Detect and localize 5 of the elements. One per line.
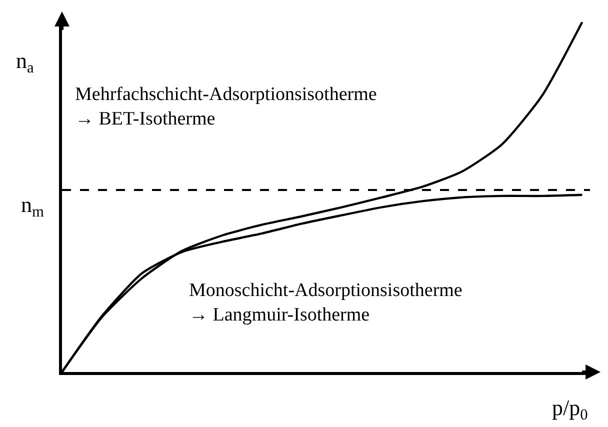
y-axis-title: n$_{a}$ (16, 48, 34, 77)
annotation: Mehrfachschicht-Adsorptionsisotherme → BET-Isotherme (75, 84, 377, 130)
ref-line-label: n$_{m}$ (21, 192, 44, 221)
annotation: Monoschicht-Adsorptionsisotherme → Langmuir-Isotherme (189, 280, 462, 326)
x-axis-title: p/p$_{0}$ (552, 395, 588, 424)
